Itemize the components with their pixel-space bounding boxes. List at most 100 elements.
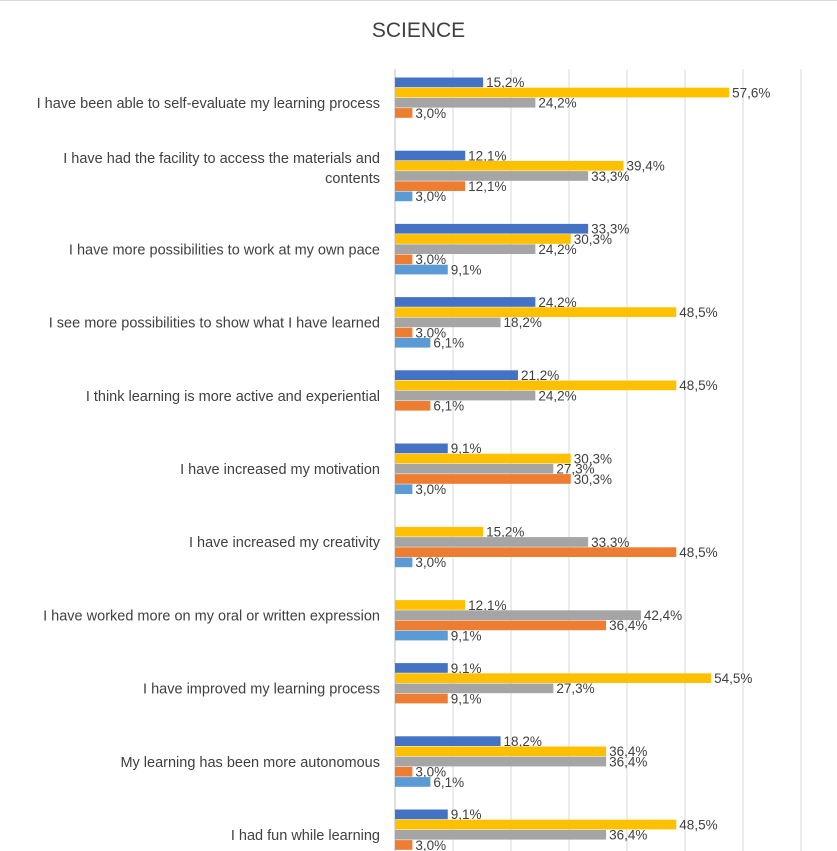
data-label: 18,2% — [504, 734, 542, 749]
data-label: 30,3% — [574, 232, 612, 247]
data-label: 24,2% — [538, 242, 576, 257]
bar — [395, 380, 677, 391]
data-label: 3,0% — [415, 252, 446, 267]
data-label: 42,4% — [644, 608, 682, 623]
data-label: 27,3% — [556, 681, 594, 696]
data-label: 36,4% — [609, 618, 647, 633]
bar — [395, 327, 413, 338]
bar — [395, 746, 607, 757]
category-label: My learning has been more autonomous — [120, 755, 380, 771]
bar — [395, 191, 413, 202]
data-label: 3,0% — [415, 325, 446, 340]
bar — [395, 254, 413, 265]
bar — [395, 77, 484, 88]
data-label: 24,2% — [538, 295, 576, 310]
data-label: 6,1% — [433, 775, 464, 790]
category-label: I have had the facility to access the ma… — [63, 151, 380, 167]
bar — [395, 453, 571, 464]
bar — [395, 297, 536, 307]
category-label: I have more possibilities to work at my … — [69, 242, 380, 258]
data-label: 6,1% — [433, 399, 464, 414]
data-label: 24,2% — [538, 388, 576, 403]
data-label: 12,1% — [468, 179, 506, 194]
data-label: 9,1% — [451, 628, 482, 643]
bar — [395, 756, 607, 767]
data-label: 33,3% — [591, 169, 629, 184]
data-label: 3,0% — [415, 765, 446, 780]
bar — [395, 463, 554, 474]
bar — [395, 264, 448, 275]
data-label: 57,6% — [732, 85, 770, 100]
data-label: 48,5% — [679, 378, 717, 393]
category-label: I see more possibilities to show what I … — [49, 316, 380, 332]
bar — [395, 160, 624, 171]
bar — [395, 317, 501, 328]
bar — [395, 526, 484, 537]
bar — [395, 244, 536, 254]
data-label: 3,0% — [415, 838, 446, 851]
bar — [395, 809, 448, 820]
chart-title: SCIENCE — [371, 19, 466, 42]
bar — [395, 474, 571, 484]
bar — [395, 484, 413, 494]
bar — [395, 673, 712, 683]
bar — [395, 693, 448, 704]
data-label: 9,1% — [451, 807, 482, 822]
bar — [395, 171, 589, 181]
data-label: 18,2% — [504, 315, 542, 330]
category-label: I think learning is more active and expe… — [86, 389, 380, 405]
bar — [395, 736, 501, 746]
data-label: 30,3% — [574, 451, 612, 466]
category-label: I have been able to self-evaluate my lea… — [37, 96, 380, 112]
bar — [395, 557, 413, 568]
bar — [395, 307, 677, 317]
data-label: 9,1% — [451, 441, 482, 456]
bar — [395, 390, 536, 401]
bar — [395, 337, 431, 348]
bar — [395, 766, 413, 777]
data-label: 9,1% — [451, 661, 482, 676]
data-label: 36,4% — [609, 754, 647, 769]
bar — [395, 840, 413, 850]
bar — [395, 829, 607, 840]
bar — [395, 630, 448, 641]
data-label: 33,3% — [591, 535, 629, 550]
data-label: 36,4% — [609, 828, 647, 843]
data-label: 12,1% — [468, 598, 506, 613]
data-label: 6,1% — [433, 336, 464, 351]
data-label: 3,0% — [415, 555, 446, 570]
category-label: contents — [325, 171, 380, 187]
data-label: 39,4% — [627, 159, 665, 174]
category-label: I had fun while learning — [231, 828, 380, 844]
category-label: I have improved my learning process — [143, 682, 380, 698]
bar — [395, 663, 448, 673]
data-label: 24,2% — [538, 96, 576, 111]
data-label: 3,0% — [415, 189, 446, 204]
bar — [395, 620, 607, 631]
data-label: 48,5% — [679, 305, 717, 320]
bar — [395, 400, 431, 411]
data-label: 48,5% — [679, 817, 717, 832]
category-label: I have increased my motivation — [180, 462, 380, 478]
data-label: 54,5% — [714, 671, 752, 686]
bar — [395, 819, 677, 830]
data-label: 15,2% — [486, 525, 524, 540]
bar — [395, 97, 536, 108]
data-label: 33,3% — [591, 222, 629, 237]
data-label: 12,1% — [468, 148, 506, 163]
bar — [395, 150, 466, 161]
bar — [395, 683, 554, 694]
bar — [395, 600, 466, 610]
bar — [395, 234, 571, 244]
bar — [395, 777, 431, 787]
data-label: 15,2% — [486, 75, 524, 90]
data-label: 30,3% — [574, 472, 612, 487]
bar — [395, 223, 589, 234]
bar — [395, 443, 448, 454]
bar — [395, 370, 518, 380]
data-label: 3,0% — [415, 482, 446, 497]
bar — [395, 181, 466, 191]
data-label: 3,0% — [415, 106, 446, 121]
data-label: 9,1% — [451, 691, 482, 706]
